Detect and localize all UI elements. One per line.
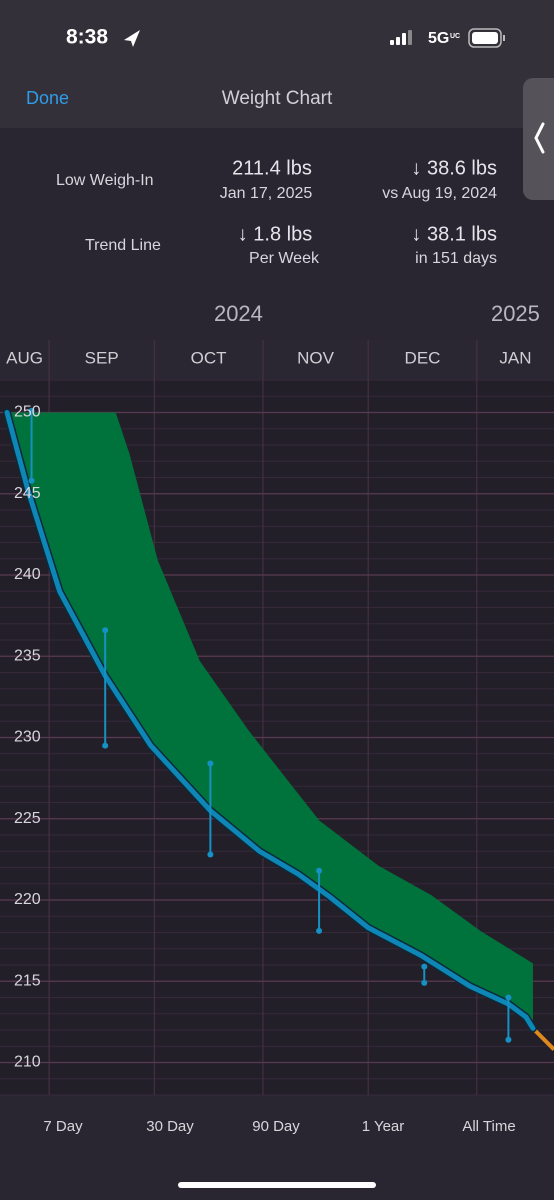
month-label: OCT bbox=[191, 348, 227, 367]
month-label: AUG bbox=[6, 348, 43, 367]
weigh-in-low bbox=[505, 1036, 512, 1043]
home-indicator bbox=[178, 1182, 376, 1188]
battery-level bbox=[472, 32, 498, 44]
y-tick-label: 240 bbox=[14, 566, 41, 583]
stat-note: Jan 17, 2025 bbox=[220, 185, 313, 202]
y-tick-label: 220 bbox=[14, 891, 41, 908]
y-tick-label: 230 bbox=[14, 729, 41, 746]
y-tick-label: 210 bbox=[14, 1054, 41, 1071]
trend-band bbox=[7, 412, 533, 1029]
stat-value: 211.4 lbs bbox=[232, 157, 312, 179]
battery-tip bbox=[503, 35, 505, 41]
time: 8:38 bbox=[66, 26, 108, 49]
stat-label: Trend Line bbox=[85, 237, 161, 254]
range-tab[interactable]: 1 Year bbox=[362, 1118, 405, 1135]
year-label: 2024 bbox=[214, 301, 263, 326]
weigh-in-high bbox=[316, 867, 323, 874]
weigh-in-low bbox=[102, 742, 109, 749]
weigh-in-high bbox=[505, 994, 512, 1001]
range-tab[interactable]: 90 Day bbox=[252, 1118, 300, 1135]
stat-change: ↓ 38.1 lbs bbox=[411, 223, 497, 245]
month-label: JAN bbox=[499, 348, 531, 367]
stat-label: Low Weigh-In bbox=[56, 172, 154, 189]
top-area bbox=[0, 0, 554, 128]
month-label: NOV bbox=[297, 348, 335, 367]
stat-value: ↓ 1.8 lbs bbox=[238, 223, 312, 245]
battery bbox=[468, 28, 502, 48]
month-label: SEP bbox=[85, 348, 119, 367]
stat-note: Per Week bbox=[249, 250, 320, 267]
weigh-in-low bbox=[316, 927, 323, 934]
year-label: 2025 bbox=[491, 301, 540, 326]
done-button[interactable]: Done bbox=[26, 88, 69, 108]
y-tick-label: 235 bbox=[14, 647, 41, 664]
network: 5G bbox=[428, 30, 449, 47]
range-tabs: 7 Day 30 Day 90 Day 1 Year All Time bbox=[43, 1118, 515, 1135]
month-header bbox=[0, 340, 554, 380]
weigh-in-high bbox=[102, 627, 109, 634]
y-tick-label: 245 bbox=[14, 485, 41, 502]
side-handle[interactable] bbox=[523, 78, 554, 200]
stat-note: in 151 days bbox=[415, 250, 497, 267]
weigh-in-low bbox=[28, 477, 35, 484]
stat-change: ↓ 38.6 lbs bbox=[411, 157, 497, 179]
weigh-in-high bbox=[207, 760, 214, 767]
signal-icon bbox=[390, 30, 412, 45]
projection-line bbox=[531, 1026, 554, 1051]
nav-title: Weight Chart bbox=[222, 88, 333, 109]
chart: 2024 2025 AUG SEP OCT NOV DEC JAN 210 215 220 225 23… bbox=[0, 301, 554, 1096]
range-tab[interactable]: All Time bbox=[462, 1118, 515, 1135]
weigh-in-low bbox=[421, 979, 428, 986]
y-tick-label: 250 bbox=[14, 404, 41, 421]
month-label: DEC bbox=[405, 348, 441, 367]
network-badge: UC bbox=[450, 33, 460, 40]
trend-line bbox=[4, 410, 536, 1031]
stat-note: vs Aug 19, 2024 bbox=[382, 185, 497, 202]
y-tick-label: 225 bbox=[14, 810, 41, 827]
weigh-in-low bbox=[207, 851, 214, 858]
location-icon bbox=[124, 30, 140, 47]
range-tab[interactable]: 30 Day bbox=[146, 1118, 194, 1135]
weigh-in-high bbox=[421, 963, 428, 970]
range-tab[interactable]: 7 Day bbox=[43, 1118, 83, 1135]
y-tick-label: 215 bbox=[14, 972, 41, 989]
side-handle-chevron bbox=[534, 122, 545, 154]
weigh-in-high bbox=[28, 407, 35, 414]
